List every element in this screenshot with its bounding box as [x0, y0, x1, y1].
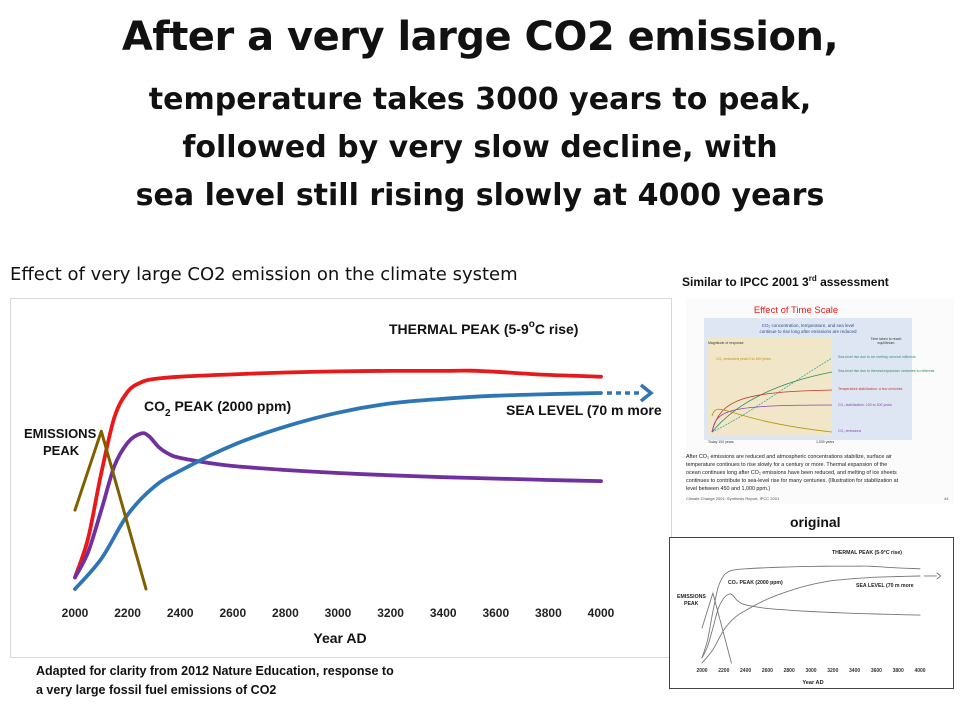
ipcc-caption-sup: rd	[808, 274, 817, 283]
ipcc-label-emissions: CO₂ emissions	[838, 429, 861, 433]
original-x-ticks: 2000 2200 2400 2600 2800 3000 3200 3400 3600 3800…	[696, 668, 925, 674]
footer-note-line-1: Adapted for clarity from 2012 Nature Edu…	[36, 664, 394, 678]
x-tick-label: 4000	[588, 606, 615, 620]
ipcc-label-thermal: Sea-level rise due to thermal expansion:…	[838, 369, 934, 373]
original-co2-label: CO₂ PEAK (2000 ppm)	[728, 580, 783, 586]
ipcc-axis-right: 1,000 years	[816, 440, 835, 444]
ipcc-inner-title-2: continue to rise long after emissions ar…	[759, 329, 857, 334]
x-tick-label: 3200	[827, 668, 838, 674]
thermal-peak-text: THERMAL PEAK (5-9	[389, 321, 529, 337]
degree-sign: o	[529, 319, 535, 330]
x-tick-label: 3800	[535, 606, 562, 620]
ipcc-body-4: continues to contribute to sea-level ris…	[686, 478, 899, 484]
x-tick-label: 3800	[893, 668, 904, 674]
slide-subtitle-line-1: temperature takes 3000 years to peak,	[148, 82, 812, 117]
footer-note: Adapted for clarity from 2012 Nature Edu…	[36, 662, 394, 700]
ipcc-caption-text: Similar to IPCC 2001 3	[682, 275, 809, 289]
x-axis-ticks: 2000 2200 2400 2600 2800 3000 3200 3400 3600 3800…	[62, 606, 615, 620]
original-chart-frame: 2000 2200 2400 2600 2800 3000 3200 3400 3600 3800…	[669, 537, 954, 689]
co2-peak-value: PEAK (2000 ppm)	[171, 398, 292, 414]
co2-subscript: 2	[165, 408, 171, 419]
x-tick-label: 2800	[272, 606, 299, 620]
ipcc-label-ice: Sea-level rise due to ice melting: sever…	[838, 355, 916, 359]
ipcc-emissions-curve	[711, 408, 833, 433]
co2-peak-label: CO2 PEAK (2000 ppm)	[144, 398, 291, 419]
original-thermal-label: THERMAL PEAK (5-9°C rise)	[832, 550, 902, 556]
x-tick-label: 2400	[740, 668, 751, 674]
ipcc-body-2: temperature continues to rise slowly for…	[686, 462, 887, 468]
ipcc-caption-tail: assessment	[816, 275, 889, 289]
x-tick-label: 4000	[914, 668, 925, 674]
x-tick-label: 2600	[762, 668, 773, 674]
x-tick-label: 3000	[805, 668, 816, 674]
x-tick-label: 2200	[718, 668, 729, 674]
x-tick-label: 3600	[871, 668, 882, 674]
ipcc-inner-title-1: CO₂ concentration, temperature, and sea …	[762, 323, 855, 328]
slide-title: After a very large CO2 emission,	[121, 14, 839, 60]
ipcc-figure-svg: Effect of Time Scale CO₂ concentration, …	[686, 305, 949, 501]
ipcc-peak-label: CO₂ emissions peak 0 to 100 years	[716, 357, 771, 361]
ipcc-body-5: level between 450 and 1,000 ppm.)	[686, 486, 770, 492]
ipcc-magnitude-label: Magnitude of response	[708, 341, 744, 345]
emissions-line	[73, 429, 148, 591]
emissions-label: EMISSIONS	[24, 426, 97, 441]
ipcc-ice-curve	[711, 357, 833, 433]
x-tick-label: 3200	[377, 606, 404, 620]
ipcc-caption: Similar to IPCC 2001 3rd assessment	[682, 274, 889, 289]
sea_level-line	[73, 391, 603, 591]
original-series	[701, 565, 942, 664]
slide-subtitle-line-2: followed by very slow decline, with	[182, 130, 778, 165]
sea_level-line	[701, 575, 921, 664]
original-emissions-label: EMISSIONS	[677, 594, 706, 600]
main-chart: 2000 2200 2400 2600 2800 3000 3200 3400 3600 3800…	[24, 319, 662, 646]
chart-caption: Effect of very large CO2 emission on the…	[10, 264, 518, 285]
x-tick-label: 2000	[62, 606, 89, 620]
temperature-line	[701, 565, 921, 659]
sea-level-label: SEA LEVEL (70 m more	[506, 402, 662, 418]
ipcc-source: Climate Change 2001: Synthesis Report, I…	[686, 496, 780, 501]
emissions-line	[701, 592, 732, 664]
thermal-peak-unit: C rise)	[535, 321, 579, 337]
emissions-label-2: PEAK	[43, 443, 80, 458]
x-tick-label: 3000	[325, 606, 352, 620]
ipcc-body-1: After CO₂ emissions are reduced and atmo…	[686, 454, 892, 460]
ipcc-page-number: 44	[944, 496, 949, 501]
ipcc-panel-title: Effect of Time Scale	[754, 305, 838, 316]
ipcc-time-label-1: Time taken to reach	[871, 337, 902, 341]
ipcc-label-co2: CO₂ stabilization: 100 to 300 years	[838, 403, 892, 407]
ipcc-label-temp: Temperature stabilization: a few centuri…	[838, 387, 903, 391]
footer-note-line-2: a very large fossil fuel emissions of CO…	[36, 683, 277, 697]
ipcc-plot-area	[708, 338, 832, 436]
co2-line	[73, 431, 603, 580]
arrow-right-icon	[639, 383, 654, 403]
x-tick-label: 2600	[219, 606, 246, 620]
x-tick-label: 2800	[784, 668, 795, 674]
thermal-peak-label: THERMAL PEAK (5-9oC rise)	[389, 319, 578, 337]
x-axis-label: Year AD	[313, 630, 366, 646]
main-chart-frame: 2000 2200 2400 2600 2800 3000 3200 3400 3600 3800…	[10, 298, 672, 658]
chart-series	[73, 368, 654, 591]
original-emissions-label-2: PEAK	[684, 601, 699, 607]
x-tick-label: 3600	[482, 606, 509, 620]
co2-line	[701, 593, 921, 659]
slide-subtitle-line-3: sea level still rising slowly at 4000 ye…	[135, 178, 825, 213]
arrow-right-icon	[936, 572, 942, 580]
original-sea-label: SEA LEVEL (70 m more	[856, 583, 914, 589]
ipcc-time-label-2: equilibrium	[878, 341, 895, 345]
original-xlabel: Year AD	[802, 680, 823, 686]
x-tick-label: 2200	[114, 606, 141, 620]
x-tick-label: 2400	[167, 606, 194, 620]
x-tick-label: 3400	[849, 668, 860, 674]
x-tick-label: 2000	[696, 668, 707, 674]
temperature-line	[73, 368, 603, 580]
co2-text: CO	[144, 398, 165, 414]
ipcc-co2-curve	[711, 404, 833, 433]
original-chart: 2000 2200 2400 2600 2800 3000 3200 3400 3600 3800…	[677, 550, 942, 686]
original-label: original	[790, 514, 841, 530]
ipcc-body-3: ocean continues long after CO₂ emissions…	[686, 470, 897, 476]
x-tick-label: 3400	[430, 606, 457, 620]
ipcc-figure: Effect of Time Scale CO₂ concentration, …	[686, 298, 954, 504]
ipcc-axis-left: Today 100 years	[708, 440, 734, 444]
